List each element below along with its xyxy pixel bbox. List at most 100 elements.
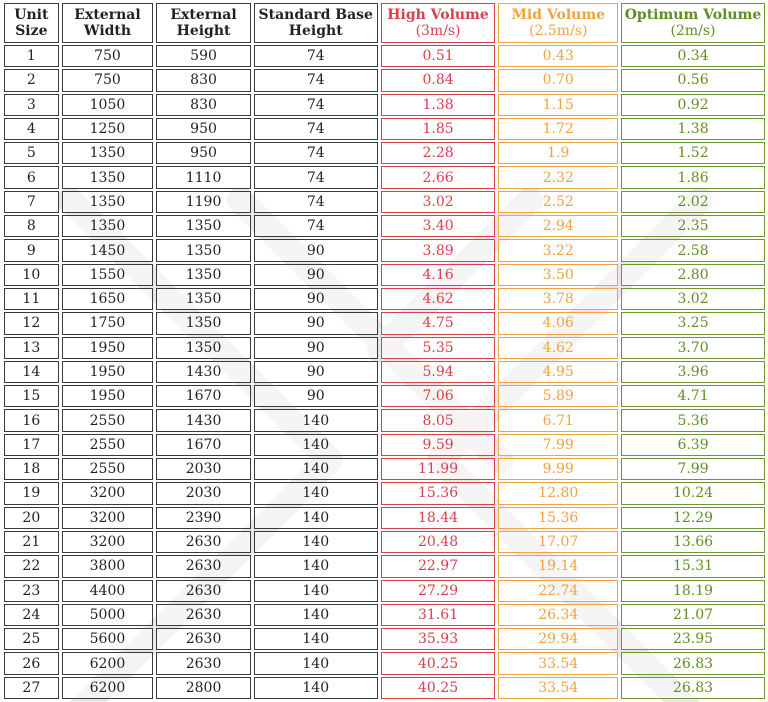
table-row: 7 1350 1190 74 3.02 2.52 2.02 [4, 190, 765, 214]
optimum-volume-cell: 6.39 [621, 433, 765, 457]
table-row: 2 750 830 74 0.84 0.70 0.56 [4, 69, 765, 92]
table-row: 21 3200 2630 140 20.48 17.07 13.66 [4, 530, 765, 554]
base-height-cell: 74 [253, 69, 378, 92]
external-width-cell: 1250 [61, 117, 154, 141]
optimum-volume-cell: 4.71 [621, 385, 765, 408]
unit-size-cell: 8 [4, 215, 59, 238]
table-row: 8 1350 1350 74 3.40 2.94 2.35 [4, 215, 765, 238]
high-volume-cell: 9.59 [380, 433, 496, 457]
table-row: 16 2550 1430 140 8.05 6.71 5.36 [4, 409, 765, 432]
external-height-cell: 1350 [156, 263, 251, 286]
header-unit-size: Unit Size [4, 3, 59, 43]
mid-volume-cell: 4.06 [498, 312, 619, 335]
external-width-cell: 1350 [61, 142, 154, 165]
external-height-cell: 830 [156, 93, 251, 116]
optimum-volume-cell: 10.24 [621, 482, 765, 505]
mid-volume-cell: 0.43 [498, 45, 619, 68]
mid-volume-cell: 9.99 [498, 458, 619, 481]
mid-volume-cell: 7.99 [498, 433, 619, 457]
unit-size-cell: 24 [4, 603, 59, 627]
table-row: 22 3800 2630 140 22.97 19.14 15.31 [4, 555, 765, 578]
table-row: 5 1350 950 74 2.28 1.9 1.52 [4, 142, 765, 165]
high-volume-cell: 35.93 [380, 628, 496, 651]
optimum-volume-cell: 2.80 [621, 263, 765, 286]
table-row: 9 1450 1350 90 3.89 3.22 2.58 [4, 239, 765, 262]
mid-volume-cell: 15.36 [498, 506, 619, 529]
mid-volume-cell: 22.74 [498, 579, 619, 602]
external-height-cell: 2630 [156, 579, 251, 602]
base-height-cell: 74 [253, 45, 378, 68]
external-height-cell: 1350 [156, 239, 251, 262]
base-height-cell: 90 [253, 312, 378, 335]
header-mid-volume: Mid Volume (2.5m/s) [498, 3, 619, 43]
optimum-volume-cell: 18.19 [621, 579, 765, 602]
base-height-cell: 90 [253, 287, 378, 311]
table-row: 20 3200 2390 140 18.44 15.36 12.29 [4, 506, 765, 529]
external-width-cell: 1950 [61, 360, 154, 384]
external-height-cell: 1430 [156, 409, 251, 432]
unit-size-cell: 20 [4, 506, 59, 529]
header-high-volume-line1: High Volume [387, 7, 489, 23]
base-height-cell: 140 [253, 482, 378, 505]
external-width-cell: 1550 [61, 263, 154, 286]
table-row: 17 2550 1670 140 9.59 7.99 6.39 [4, 433, 765, 457]
unit-size-cell: 2 [4, 69, 59, 92]
external-width-cell: 3200 [61, 506, 154, 529]
high-volume-cell: 0.51 [380, 45, 496, 68]
header-base-line2: Height [288, 23, 343, 39]
external-width-cell: 2550 [61, 433, 154, 457]
high-volume-cell: 2.28 [380, 142, 496, 165]
mid-volume-cell: 26.34 [498, 603, 619, 627]
external-width-cell: 1950 [61, 385, 154, 408]
table-row: 6 1350 1110 74 2.66 2.32 1.86 [4, 166, 765, 189]
base-height-cell: 90 [253, 263, 378, 286]
header-mid-volume-line2: (2.5m/s) [529, 23, 588, 39]
optimum-volume-cell: 5.36 [621, 409, 765, 432]
header-external-width: External Width [61, 3, 154, 43]
unit-size-cell: 15 [4, 385, 59, 408]
external-height-cell: 2390 [156, 506, 251, 529]
header-external-height-line2: Height [176, 23, 231, 39]
external-height-cell: 590 [156, 45, 251, 68]
high-volume-cell: 20.48 [380, 530, 496, 554]
unit-size-cell: 25 [4, 628, 59, 651]
optimum-volume-cell: 26.83 [621, 652, 765, 675]
mid-volume-cell: 1.9 [498, 142, 619, 165]
table-row: 10 1550 1350 90 4.16 3.50 2.80 [4, 263, 765, 286]
external-height-cell: 2630 [156, 652, 251, 675]
mid-volume-cell: 2.94 [498, 215, 619, 238]
optimum-volume-cell: 7.99 [621, 458, 765, 481]
external-height-cell: 950 [156, 142, 251, 165]
external-height-cell: 1350 [156, 336, 251, 359]
unit-size-cell: 4 [4, 117, 59, 141]
base-height-cell: 140 [253, 433, 378, 457]
external-height-cell: 2630 [156, 530, 251, 554]
mid-volume-cell: 33.54 [498, 652, 619, 675]
external-width-cell: 6200 [61, 676, 154, 700]
high-volume-cell: 3.40 [380, 215, 496, 238]
table-row: 24 5000 2630 140 31.61 26.34 21.07 [4, 603, 765, 627]
table-row: 13 1950 1350 90 5.35 4.62 3.70 [4, 336, 765, 359]
optimum-volume-cell: 1.52 [621, 142, 765, 165]
unit-size-cell: 23 [4, 579, 59, 602]
base-height-cell: 90 [253, 360, 378, 384]
header-base-line1: Standard Base [258, 7, 373, 23]
optimum-volume-cell: 15.31 [621, 555, 765, 578]
header-unit-size-line2: Size [15, 23, 48, 39]
unit-size-cell: 22 [4, 555, 59, 578]
unit-size-cell: 3 [4, 93, 59, 116]
unit-size-cell: 18 [4, 458, 59, 481]
mid-volume-cell: 3.50 [498, 263, 619, 286]
external-height-cell: 1190 [156, 190, 251, 214]
mid-volume-cell: 4.62 [498, 336, 619, 359]
unit-size-cell: 13 [4, 336, 59, 359]
unit-size-cell: 11 [4, 287, 59, 311]
external-width-cell: 5000 [61, 603, 154, 627]
high-volume-cell: 11.99 [380, 458, 496, 481]
external-height-cell: 2630 [156, 555, 251, 578]
base-height-cell: 90 [253, 385, 378, 408]
unit-size-cell: 14 [4, 360, 59, 384]
high-volume-cell: 3.02 [380, 190, 496, 214]
header-mid-volume-line1: Mid Volume [511, 7, 606, 23]
unit-size-cell: 16 [4, 409, 59, 432]
